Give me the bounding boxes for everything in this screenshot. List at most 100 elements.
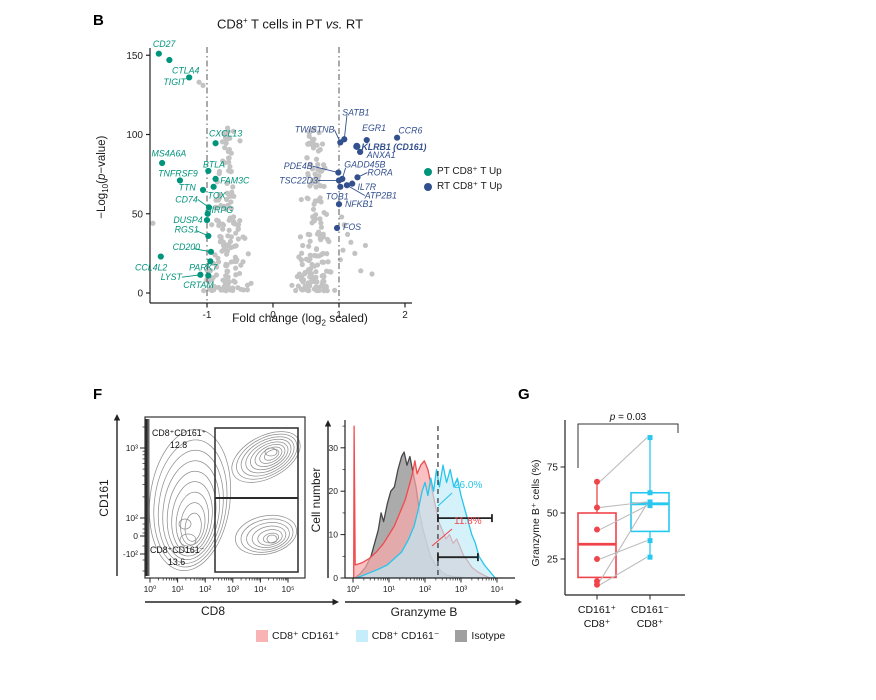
hist-legend-item-neg: CD8⁺ CD161⁻ [355,630,440,642]
hist-x-axis-label: Granzyme B [390,605,458,619]
group-label-line1-1: CD161⁻ [631,604,669,616]
panel-letter-f: F [93,386,103,403]
svg-text:1: 1 [336,310,342,321]
svg-text:10²: 10² [199,584,211,594]
volcano-legend: PT CD8⁺ T Up RT CD8⁺ T Up [424,164,502,194]
svg-text:EGR1: EGR1 [362,123,386,133]
svg-text:ANXA1: ANXA1 [366,150,396,160]
svg-text:IL7R: IL7R [357,182,376,192]
pt-legend-dot-icon [424,167,432,176]
svg-text:TOB1: TOB1 [326,191,349,201]
gate-top-label: CD8⁺CD161⁺ [152,428,207,438]
hist-percent-label-0: 26.0% [454,480,482,491]
svg-text:TOX: TOX [208,191,227,201]
rt-legend-dot-icon [424,182,432,191]
pt-legend-label: PT CD8⁺ T Up [437,166,502,177]
svg-text:10³: 10³ [126,443,138,453]
volcano-title: CD8+ T cells in PT vs. RT [216,16,364,32]
gate-bottom-value: 13.6 [168,557,185,567]
pair-line [599,503,648,582]
svg-text:-1: -1 [203,310,212,321]
volcano-legend-item-rt: RT CD8⁺ T Up [424,179,502,194]
svg-text:TSC22D3: TSC22D3 [279,175,318,185]
svg-text:2: 2 [402,310,408,321]
hist-legend-label-pos: CD8⁺ CD161⁺ [272,630,340,642]
svg-text:NFKB1: NFKB1 [345,199,373,209]
volcano-legend-item-pt: PT CD8⁺ T Up [424,164,502,179]
contour-rings [148,428,301,572]
svg-text:CXCL13: CXCL13 [209,129,242,139]
hist-legend-label-neg: CD8⁺ CD161⁻ [371,630,440,642]
pair-line [599,437,648,483]
pink-swatch-icon [256,630,268,642]
group-label-line1-0: CD161⁺ [578,604,616,616]
volcano-plot-area: 0 50 100 150 -1 0 1 2 CD27 CTLA4 TIGIT CXCL13 MS4A6A… [126,39,426,321]
svg-text:-10²: -10² [123,549,138,559]
group-label-line2-1: CD8⁺ [637,618,664,630]
svg-text:10⁵: 10⁵ [282,584,295,594]
pair-line [599,556,648,586]
svg-text:10³: 10³ [227,584,239,594]
svg-text:CCL4L2: CCL4L2 [135,263,167,273]
svg-text:SATB1: SATB1 [342,107,369,117]
svg-text:BTLA: BTLA [203,160,225,170]
hist-legend-label-iso: Isotype [471,630,506,642]
svg-text:50: 50 [547,509,559,520]
svg-text:KLRB1 (CD161): KLRB1 (CD161) [361,142,426,152]
contour-x-axis-label: CD8 [200,604,225,618]
svg-text:MS4A6A: MS4A6A [152,149,187,159]
svg-text:ATP2B1: ATP2B1 [364,191,397,201]
svg-text:CD74: CD74 [175,194,198,204]
svg-text:0: 0 [133,531,138,541]
significance-bracket [577,423,679,468]
hist-legend-item-iso: Isotype [455,630,505,642]
svg-text:10²: 10² [126,513,138,523]
granzyme-boxplot: 25 50 75 p = 0.03 CD161⁺ CD8⁺ CD161⁻ CD8⁺ [547,412,685,630]
svg-text:FOS: FOS [343,222,361,232]
svg-text:100: 100 [126,130,143,141]
svg-text:10: 10 [329,530,339,540]
hist-percent-label-1: 11.8% [454,516,482,527]
hist-plot-area: 26.0% 11.8% 0 10 20 30 10⁰ 10¹ 10² 10³ 10⁴ [324,420,522,606]
svg-text:50: 50 [132,209,144,220]
svg-text:RGS1: RGS1 [175,225,199,235]
svg-text:CTLA4: CTLA4 [172,65,199,75]
svg-text:75: 75 [547,463,559,474]
svg-text:RORA: RORA [367,168,393,178]
svg-text:FAM3C: FAM3C [220,175,250,185]
svg-text:10²: 10² [419,584,431,594]
svg-text:CCR6: CCR6 [398,126,422,136]
pair-line [599,501,648,509]
p-value-label: p = 0.03 [609,412,647,423]
contour-plot-area: 10³ 10² 0 -10² 10⁰ 10¹ 10² 10³ 10⁴ 10⁵ CD8⁺CD161⁺ 1… [113,414,339,606]
svg-text:PARK7: PARK7 [189,263,218,273]
svg-text:10⁰: 10⁰ [347,584,360,594]
svg-text:150: 150 [126,51,143,62]
svg-text:TIGIT: TIGIT [163,77,186,87]
hist-legend-item-pos: CD8⁺ CD161⁺ [256,630,340,642]
flow-contour-plot: 10³ 10² 0 -10² 10⁰ 10¹ 10² 10³ 10⁴ 10⁵ CD8⁺CD161⁺ 1… [113,414,339,606]
rt-legend-label: RT CD8⁺ T Up [437,181,503,192]
rt-up-gene-points: SATB1 TWISTNB EGR1 CCR6 KLRB1 (CD161)ANXA1 PD… [279,107,426,232]
svg-text:CD200: CD200 [173,242,200,252]
volcano-plot: 0 50 100 150 -1 0 1 2 CD27 CTLA4 TIGIT CXCL13 MS4A6A… [126,39,426,321]
svg-text:CD27: CD27 [153,39,177,49]
group-label-line2-0: CD8⁺ [584,618,611,630]
svg-text:10⁴: 10⁴ [254,584,267,594]
svg-text:0: 0 [137,289,143,300]
svg-text:PDE4B: PDE4B [284,161,313,171]
boxplot-area: 25 50 75 p = 0.03 CD161⁺ CD8⁺ CD161⁻ CD8⁺ [547,412,685,630]
svg-text:LYST: LYST [161,272,183,282]
svg-text:10¹: 10¹ [383,584,395,594]
svg-text:GADD45B: GADD45B [344,160,385,170]
histogram-legend: CD8⁺ CD161⁺ CD8⁺ CD161⁻ Isotype [256,630,505,642]
panel-letter-g: G [518,386,530,403]
svg-text:30: 30 [329,443,339,453]
gate-bottom-label: CD8⁺CD161⁻ [150,545,205,555]
volcano-background-points [150,79,375,294]
svg-text:10⁰: 10⁰ [144,584,157,594]
box-1 [630,491,670,533]
gate-top-value: 12.8 [170,440,187,450]
panel-letter-b: B [93,12,104,29]
